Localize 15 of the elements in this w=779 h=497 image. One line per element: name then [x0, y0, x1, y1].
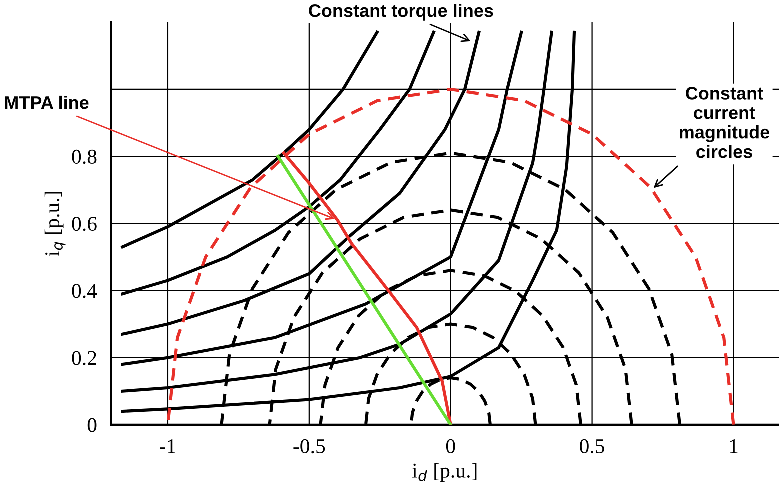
- annotation: Constant torque lines: [309, 4, 494, 21]
- x-tick-label: 1: [730, 440, 738, 454]
- y-tick-label: 0.4: [72, 284, 98, 298]
- x-tick-label: 0: [446, 439, 456, 454]
- annotation: MTPA line: [5, 96, 89, 110]
- annotation: Constant current magnitude circles: [680, 87, 770, 158]
- y-axis-title: i$_{q}$ [p.u.]: [44, 192, 66, 256]
- y-tick-label: 0.2: [72, 351, 96, 366]
- y-tick-label: 0.8: [72, 150, 97, 164]
- x-axis-title: i$_{d}$ [p.u.]: [412, 463, 477, 482]
- y-tick-label: 0.6: [72, 217, 97, 232]
- x-tick-label: -1: [160, 440, 176, 454]
- y-tick-label: 0: [88, 418, 97, 432]
- x-tick-label: -0.5: [294, 439, 326, 454]
- x-tick-label: 0.5: [580, 439, 605, 454]
